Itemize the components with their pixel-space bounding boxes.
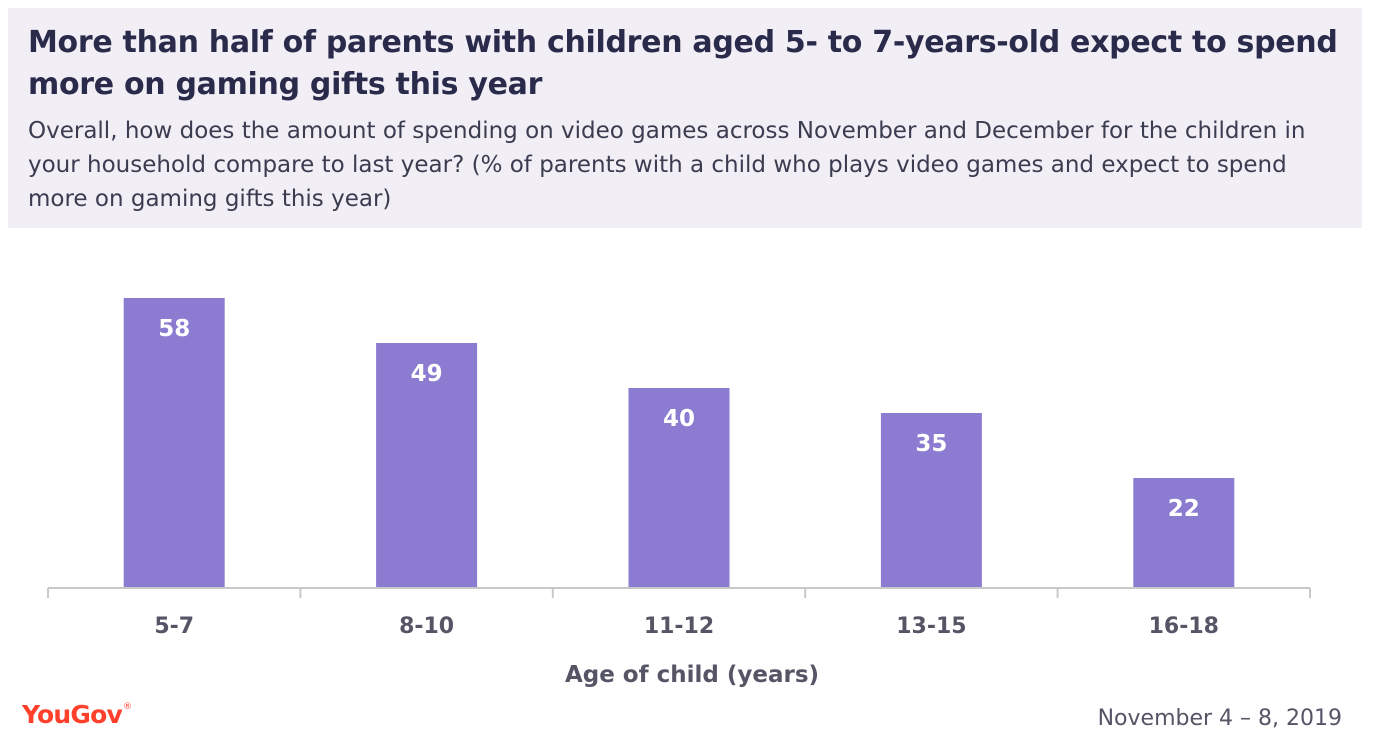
chart-title: More than half of parents with children … <box>28 25 1338 102</box>
x-axis: 5-7 8-10 11-12 13-15 16-18 <box>47 587 1311 639</box>
bar-13-15 <box>880 413 982 588</box>
bar-8-10 <box>376 343 478 588</box>
bar-16-18 <box>1133 478 1235 588</box>
chart-subtitle: Overall, how does the amount of spending… <box>28 118 1306 212</box>
chart-header: More than half of parents with children … <box>8 8 1362 228</box>
bar-11-12 <box>628 388 730 588</box>
data-label-11-12: 40 <box>663 406 695 432</box>
brand-mark: ® <box>122 702 132 712</box>
bar-5-7 <box>123 298 225 588</box>
tick-label-16-18: 16-18 <box>1149 614 1219 639</box>
tick-label-5-7: 5-7 <box>154 614 194 639</box>
survey-date: November 4 – 8, 2019 <box>1097 706 1342 731</box>
bars-group: 58 49 40 35 22 <box>123 298 1235 588</box>
data-label-13-15: 35 <box>915 431 947 457</box>
tick-label-8-10: 8-10 <box>399 614 454 639</box>
yougov-logo: YouGov® <box>22 700 132 729</box>
data-label-5-7: 58 <box>158 316 190 342</box>
data-label-8-10: 49 <box>411 361 443 387</box>
tick-label-13-15: 13-15 <box>896 614 966 639</box>
x-axis-label: Age of child (years) <box>565 662 819 688</box>
brand-name: YouGov <box>22 700 123 729</box>
tick-label-11-12: 11-12 <box>644 614 714 639</box>
data-label-16-18: 22 <box>1168 496 1200 522</box>
